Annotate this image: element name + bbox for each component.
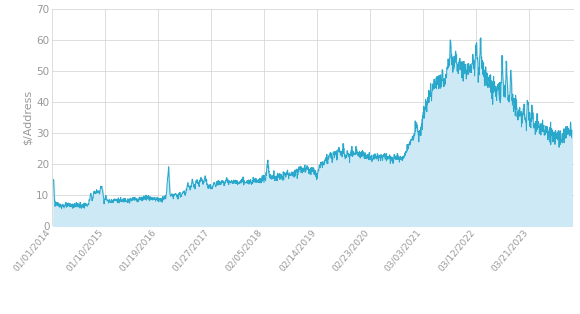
Y-axis label: $/Address: $/Address (22, 90, 32, 145)
